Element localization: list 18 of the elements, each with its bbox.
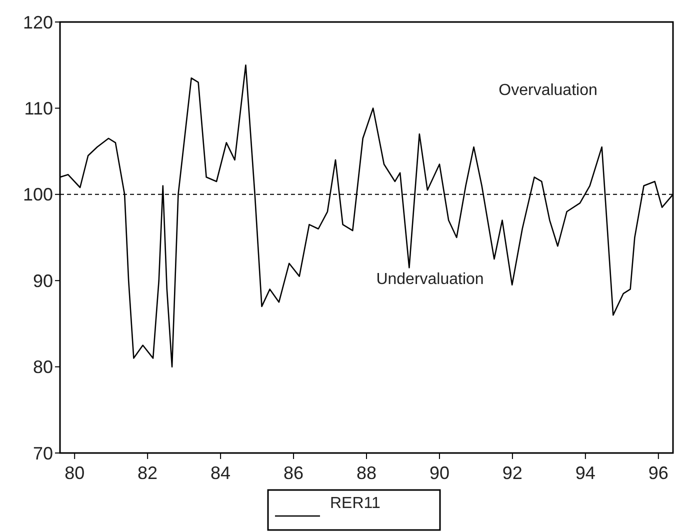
- y-tick-label: 70: [32, 443, 53, 464]
- x-tick-label: 86: [284, 463, 304, 483]
- x-tick-label: 82: [138, 463, 158, 483]
- x-tick-label: 94: [575, 463, 596, 483]
- x-tick-label: 92: [502, 463, 522, 483]
- y-tick-label: 120: [22, 12, 53, 32]
- annotation: Overvaluation: [498, 82, 598, 99]
- y-tick-label: 100: [22, 184, 53, 205]
- annotation: Undervaluation: [376, 271, 484, 288]
- y-tick-label: 110: [24, 98, 53, 118]
- x-tick-label: 84: [210, 463, 231, 483]
- x-tick-label: 80: [64, 463, 85, 483]
- x-tick-label: 90: [429, 463, 450, 483]
- y-tick-label: 90: [32, 270, 53, 291]
- x-tick-label: 96: [648, 463, 668, 483]
- x-tick-label: 88: [356, 463, 377, 483]
- y-tick-label: 80: [32, 357, 53, 378]
- text: RER11: [330, 495, 380, 512]
